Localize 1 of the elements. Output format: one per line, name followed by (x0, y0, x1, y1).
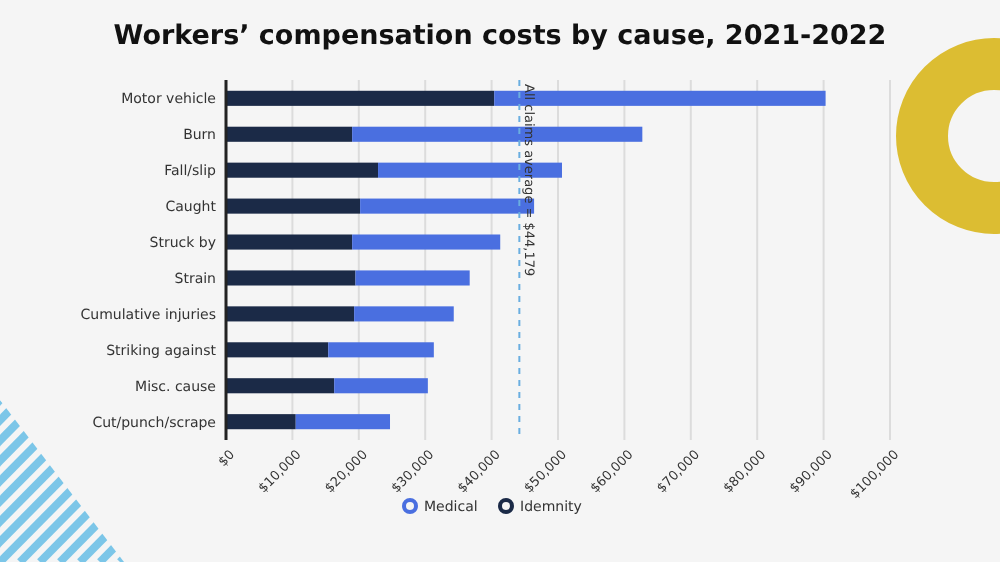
chart-title: Workers’ compensation costs by cause, 2021-2022 (113, 20, 887, 52)
